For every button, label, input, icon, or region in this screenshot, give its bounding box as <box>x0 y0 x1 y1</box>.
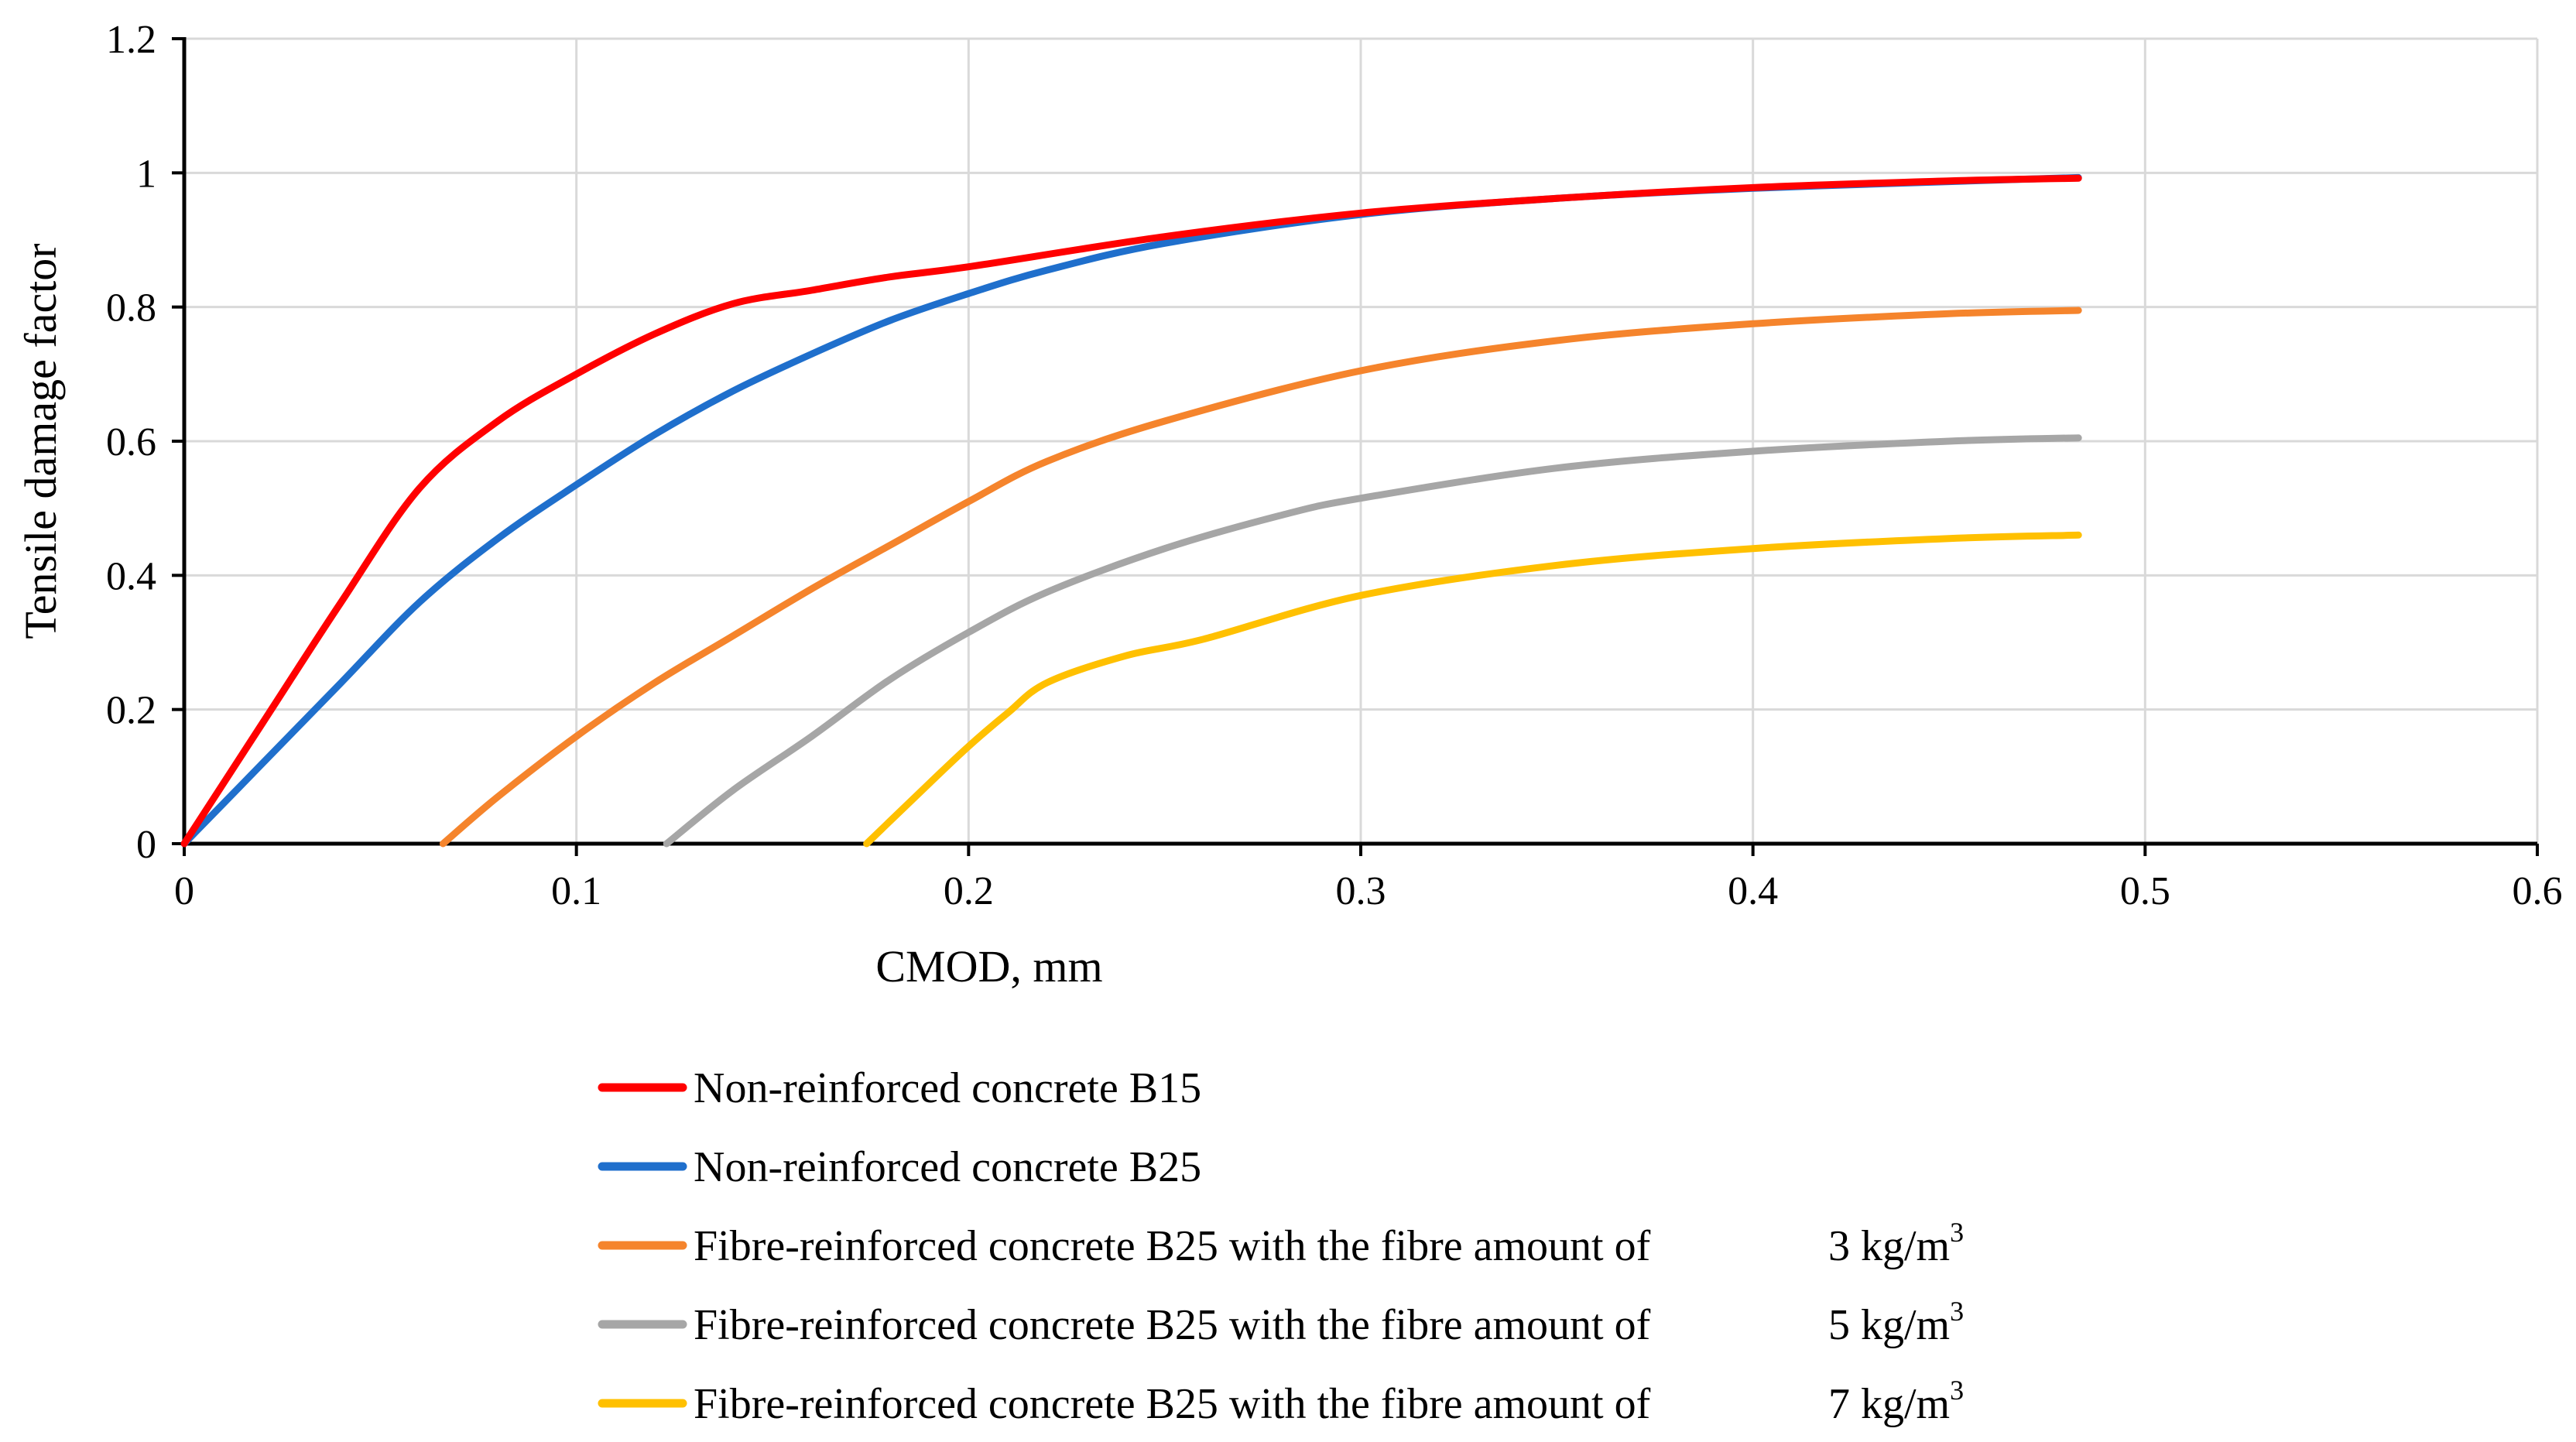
y-tick-label: 0.2 <box>106 689 156 733</box>
x-axis-title: CMOD, mm <box>875 941 1102 992</box>
legend-amount-4: 5 kg/m3 <box>1828 1296 1964 1349</box>
y-tick-label: 1 <box>136 152 156 196</box>
x-tick-label: 0.3 <box>1336 869 1386 913</box>
y-tick-label: 0 <box>136 823 156 867</box>
series-line-2 <box>180 173 2082 848</box>
legend-superscript: 3 <box>1950 1217 1964 1248</box>
x-tick-label: 0.4 <box>1728 869 1778 913</box>
y-tick-label: 0.4 <box>106 554 156 598</box>
axes <box>172 37 2539 856</box>
legend-amount-5: 7 kg/m3 <box>1828 1375 1964 1428</box>
tick-labels: 0 0.1 0.2 0.3 0.4 0.5 0.6 0 0.2 0.4 0.6 0.8 1 1.2 <box>106 18 2563 913</box>
y-tick-label: 0.8 <box>106 286 156 331</box>
x-tick-label: 0.6 <box>2513 869 2563 913</box>
legend-superscript: 3 <box>1950 1375 1964 1406</box>
y-axis-title: Tensile damage factor <box>15 243 66 639</box>
grid-lines <box>184 37 2539 844</box>
series-line-3 <box>439 307 2082 848</box>
y-tick-label: 1.2 <box>106 18 156 62</box>
x-tick-label: 0.5 <box>2120 869 2170 913</box>
legend-label-3: Fibre-reinforced concrete B25 with the f… <box>694 1222 1651 1270</box>
legend: Non-reinforced concrete B15 Non-reinforce… <box>598 1064 1964 1428</box>
legend-label-4: Fibre-reinforced concrete B25 with the f… <box>694 1301 1651 1349</box>
x-tick-label: 0 <box>174 869 194 913</box>
series-line-5 <box>863 531 2082 848</box>
y-tick-label: 0.6 <box>106 420 156 464</box>
series-line-1 <box>180 174 2082 848</box>
legend-amount-3: 3 kg/m3 <box>1828 1217 1964 1270</box>
series-lines <box>180 173 2082 848</box>
legend-label-5: Fibre-reinforced concrete B25 with the f… <box>694 1380 1651 1428</box>
legend-label-1: Non-reinforced concrete B15 <box>694 1064 1201 1112</box>
x-tick-label: 0.1 <box>551 869 601 913</box>
series-line-4 <box>663 434 2082 848</box>
legend-label-2: Non-reinforced concrete B25 <box>694 1143 1201 1191</box>
legend-superscript: 3 <box>1950 1296 1964 1327</box>
x-tick-label: 0.2 <box>944 869 994 913</box>
